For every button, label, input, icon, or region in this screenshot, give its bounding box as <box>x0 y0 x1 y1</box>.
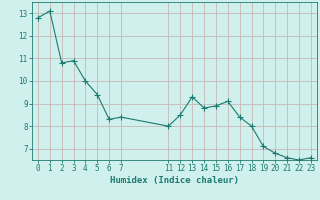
X-axis label: Humidex (Indice chaleur): Humidex (Indice chaleur) <box>110 176 239 185</box>
